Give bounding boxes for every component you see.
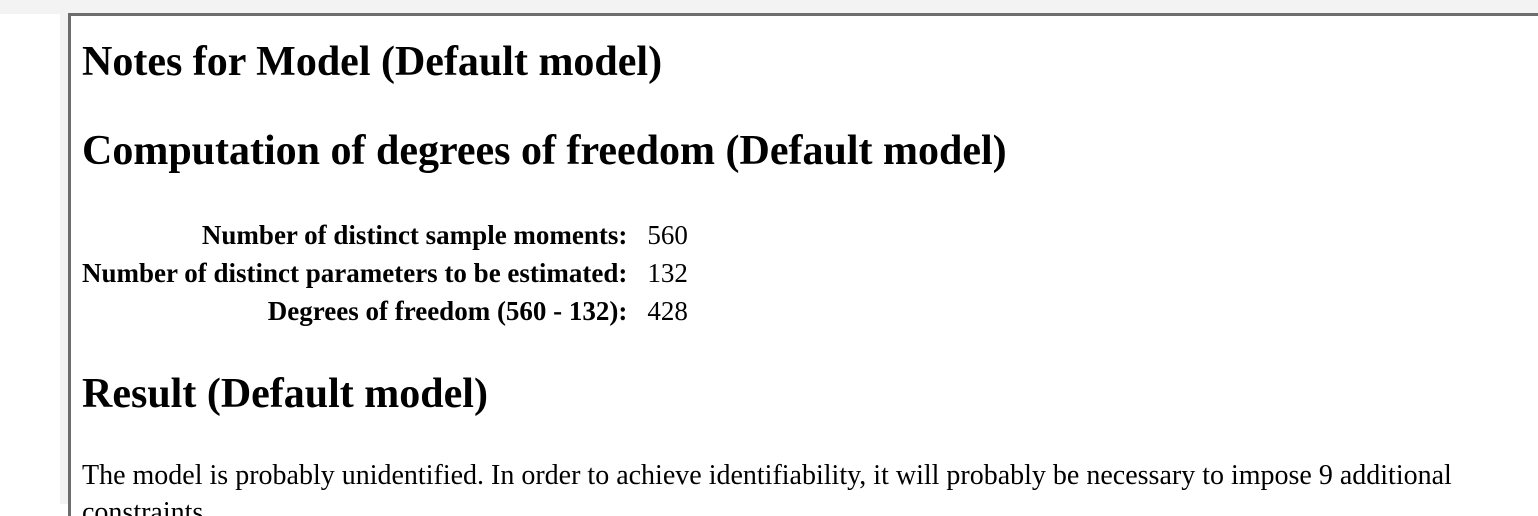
row-value: 560 (647, 220, 688, 250)
output-frame: Notes for Model (Default model) Computat… (68, 13, 1538, 516)
row-value: 132 (647, 258, 688, 288)
row-label: Number of distinct sample moments: (201, 220, 628, 250)
table-row: Degrees of freedom (560 - 132): 428 (82, 294, 688, 332)
left-pane (0, 14, 60, 504)
result-heading: Result (Default model) (82, 371, 488, 417)
splitter[interactable] (60, 14, 68, 504)
computation-heading: Computation of degrees of freedom (Defau… (82, 128, 1007, 174)
row-label: Degrees of freedom (560 - 132): (267, 296, 628, 326)
degrees-of-freedom-table: Number of distinct sample moments: 560 N… (82, 218, 688, 332)
table-row: Number of distinct parameters to be esti… (82, 256, 688, 294)
notes-heading: Notes for Model (Default model) (82, 39, 663, 85)
table-row: Number of distinct sample moments: 560 (82, 218, 688, 256)
row-value: 428 (647, 296, 688, 326)
row-label: Number of distinct parameters to be esti… (82, 258, 628, 288)
result-text: The model is probably unidentified. In o… (82, 460, 1452, 516)
top-bar (0, 0, 1538, 14)
